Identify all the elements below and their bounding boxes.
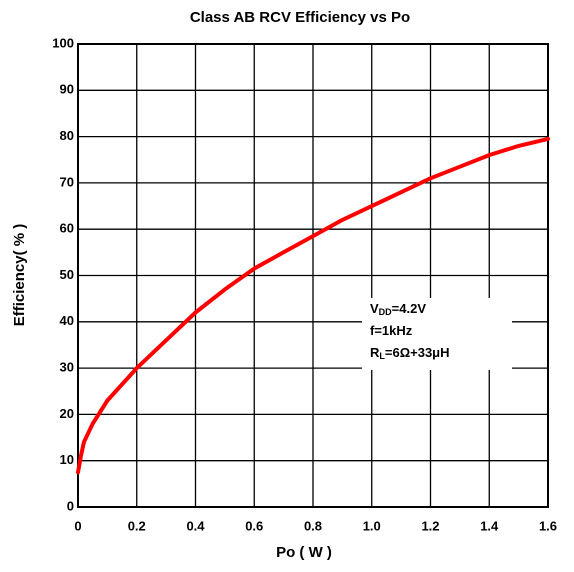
y-tick-label: 90 <box>60 82 74 97</box>
annotation-text: RL=6Ω+33μH <box>370 345 450 361</box>
data-line <box>76 136 550 475</box>
x-tick-label: 1.6 <box>539 518 557 533</box>
y-axis-label: Efficiency( % ) <box>11 224 28 327</box>
annotation-part: V <box>370 301 379 316</box>
annotation-part: R <box>370 345 380 360</box>
y-tick-label: 70 <box>60 174 74 189</box>
annotation-part: DD <box>379 307 392 317</box>
annotation-part: =6Ω+33μH <box>385 345 450 360</box>
x-tick-label: 1.2 <box>421 518 439 533</box>
x-tick-label: 0.8 <box>304 518 322 533</box>
x-tick-label: 1.4 <box>480 518 499 533</box>
annotation-part: L <box>379 351 385 361</box>
plot-border <box>77 43 549 508</box>
y-tick-label: 100 <box>52 35 74 50</box>
y-tick-label: 30 <box>60 360 74 375</box>
x-tick-label: 0.6 <box>245 518 263 533</box>
annotation-part: f=1kHz <box>370 323 413 338</box>
x-tick-label: 0.4 <box>186 518 205 533</box>
y-tick-label: 10 <box>60 452 74 467</box>
y-tick-label: 0 <box>67 498 74 513</box>
y-tick-label: 60 <box>60 221 74 236</box>
x-tick-label: 0 <box>74 518 81 533</box>
y-tick-label: 50 <box>60 267 74 282</box>
chart-title: Class AB RCV Efficiency vs Po <box>190 9 410 26</box>
x-tick-label: 1.0 <box>363 518 381 533</box>
annotation-box <box>362 298 512 370</box>
annotation-part: =4.2V <box>392 301 427 316</box>
y-tick-label: 40 <box>60 313 74 328</box>
x-axis-label: Po ( W ) <box>276 544 332 561</box>
x-tick-label: 0.2 <box>128 518 146 533</box>
y-tick-label: 80 <box>60 128 74 143</box>
y-tick-label: 20 <box>60 406 74 421</box>
annotation-text: VDD=4.2V <box>370 301 426 317</box>
annotation-text: f=1kHz <box>370 323 413 338</box>
